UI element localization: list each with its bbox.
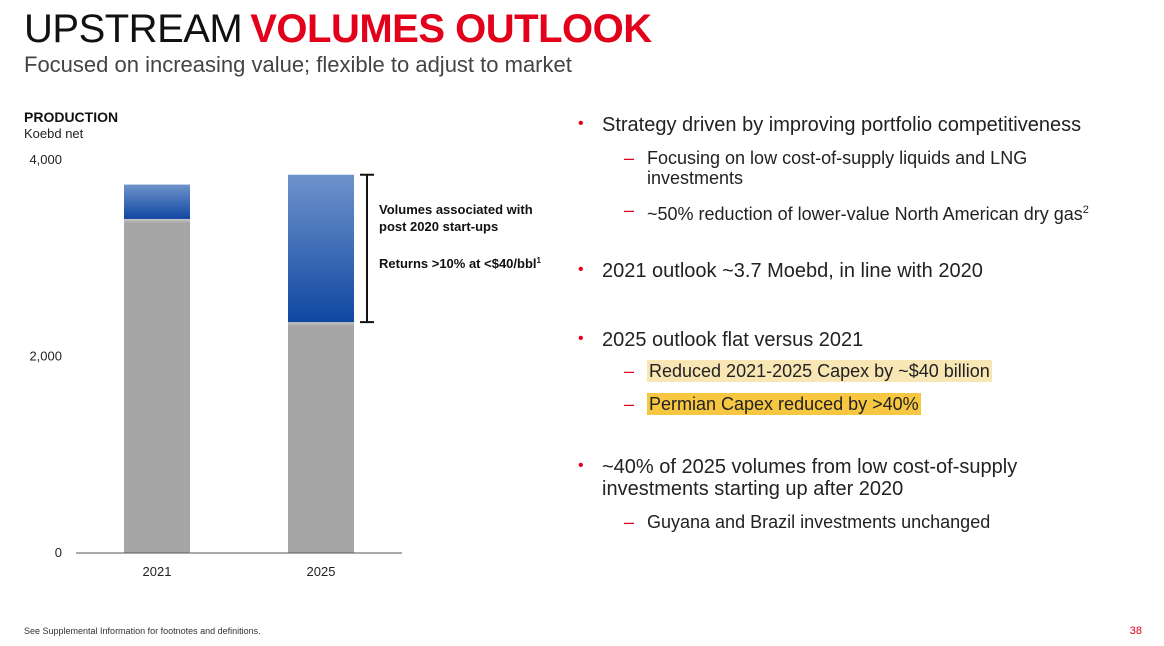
- bar-2025-base-edge: [288, 322, 354, 327]
- sub-bullet-text: ~50% reduction of lower-value North Amer…: [647, 200, 1117, 224]
- sub-bullet-dash: –: [624, 394, 635, 414]
- title-part-2: VOLUMES OUTLOOK: [250, 7, 652, 51]
- page-title: UPSTREAM VOLUMES OUTLOOK: [24, 6, 652, 52]
- sub-bullet-text: Focusing on low cost-of-supply liquids a…: [647, 148, 1117, 188]
- sub-bullet-text: Guyana and Brazil investments unchanged: [647, 512, 991, 532]
- bullet-dot: •: [578, 261, 584, 278]
- x-tick-label: 2021: [143, 564, 172, 579]
- y-tick-label: 4,000: [29, 152, 62, 167]
- title-part-1: UPSTREAM: [24, 7, 243, 51]
- bullet-text-line2: investments starting up after 2020: [602, 478, 904, 500]
- bullet-dot: •: [578, 457, 584, 474]
- production-chart: 0 2,000 4,000 2021 2025 Volumes associated …: [29, 152, 542, 579]
- sub-bullet-text: Reduced 2021-2025 Capex by ~$40 billion: [647, 360, 1117, 382]
- bar-2021-base: [124, 218, 190, 553]
- bullet-text: 2021 outlook ~3.7 Moebd, in line with 20…: [602, 260, 983, 282]
- annotation-line-2: post 2020 start-ups: [379, 219, 498, 234]
- y-tick-label: 0: [55, 545, 62, 560]
- bar-2021-base-edge: [124, 218, 190, 223]
- annotation-footnote-sup: 1: [537, 256, 542, 265]
- sub-bullet-text-line2: investments: [647, 168, 744, 188]
- footnote: See Supplemental Information for footnot…: [24, 626, 261, 636]
- x-tick-label: 2025: [307, 564, 336, 579]
- bullet-text: Strategy driven by improving portfolio c…: [602, 114, 1082, 136]
- y-tick-label: 2,000: [29, 349, 62, 364]
- bar-2025-startups: [288, 174, 354, 323]
- chart-unit-label: Koebd net: [24, 126, 84, 141]
- annotation-line-3: Returns >10% at <$40/bbl1: [379, 256, 542, 271]
- bar-2021-startups: [124, 184, 190, 219]
- bullet-text-line1: ~40% of 2025 volumes from low cost-of-su…: [602, 456, 1018, 478]
- page-subtitle: Focused on increasing value; flexible to…: [24, 52, 572, 77]
- sub-bullet-text-line1: Focusing on low cost-of-supply liquids a…: [647, 148, 1028, 168]
- sub-bullet-text: Permian Capex reduced by >40%: [647, 393, 1117, 415]
- bullet-text: ~40% of 2025 volumes from low cost-of-su…: [602, 456, 1142, 500]
- bullet-text: 2025 outlook flat versus 2021: [602, 329, 864, 351]
- sub-bullet-text-main: ~50% reduction of lower-value North Amer…: [647, 204, 1083, 224]
- highlight-permian: Permian Capex reduced by >40%: [647, 393, 921, 415]
- startups-bracket: [360, 173, 374, 324]
- sub-bullet-dash: –: [624, 512, 635, 532]
- sub-bullet-dash: –: [624, 148, 635, 168]
- bullet-dot: •: [578, 330, 584, 347]
- annotation-line-3-text: Returns >10% at <$40/bbl: [379, 256, 537, 271]
- annotation-line-1: Volumes associated with: [379, 202, 533, 217]
- chart-title: PRODUCTION: [24, 109, 119, 125]
- sub-bullet-dash: –: [624, 200, 635, 220]
- sub-bullet-dash: –: [624, 361, 635, 381]
- footnote-sup: 2: [1082, 204, 1089, 216]
- page-number: 38: [1129, 625, 1142, 637]
- bullet-dot: •: [578, 115, 584, 132]
- highlight-capex: Reduced 2021-2025 Capex by ~$40 billion: [647, 360, 992, 382]
- bar-2025-base: [288, 322, 354, 553]
